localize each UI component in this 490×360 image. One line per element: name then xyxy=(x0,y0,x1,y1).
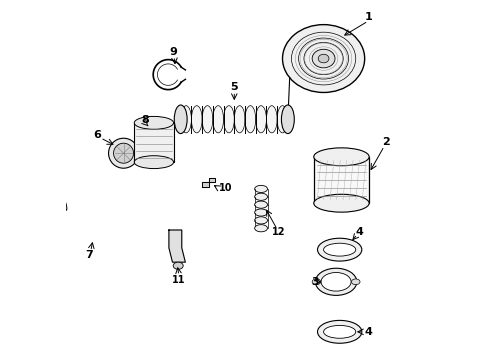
Ellipse shape xyxy=(318,320,362,343)
Ellipse shape xyxy=(323,325,356,338)
Ellipse shape xyxy=(255,225,268,232)
Ellipse shape xyxy=(234,106,245,133)
Ellipse shape xyxy=(267,106,277,133)
Text: 1: 1 xyxy=(365,13,372,22)
Ellipse shape xyxy=(283,24,365,93)
Ellipse shape xyxy=(321,273,351,291)
Ellipse shape xyxy=(316,268,357,296)
Text: 6: 6 xyxy=(93,130,100,140)
Ellipse shape xyxy=(255,217,268,224)
Ellipse shape xyxy=(181,106,192,133)
Ellipse shape xyxy=(245,106,256,133)
Ellipse shape xyxy=(223,106,234,133)
Ellipse shape xyxy=(134,116,173,129)
Bar xyxy=(314,157,369,203)
Ellipse shape xyxy=(134,156,173,168)
Bar xyxy=(134,123,173,162)
Ellipse shape xyxy=(114,143,134,163)
Ellipse shape xyxy=(314,148,369,166)
Text: 2: 2 xyxy=(382,138,390,148)
Text: 11: 11 xyxy=(172,275,186,285)
Ellipse shape xyxy=(255,209,268,216)
Ellipse shape xyxy=(174,105,187,134)
Ellipse shape xyxy=(255,185,268,193)
Ellipse shape xyxy=(318,238,362,261)
Text: 12: 12 xyxy=(272,227,286,237)
Ellipse shape xyxy=(312,279,321,285)
Ellipse shape xyxy=(173,262,183,269)
Text: 4: 4 xyxy=(364,327,372,337)
Ellipse shape xyxy=(312,49,335,68)
Ellipse shape xyxy=(314,194,369,212)
Ellipse shape xyxy=(192,106,202,133)
Ellipse shape xyxy=(256,106,267,133)
Ellipse shape xyxy=(202,106,213,133)
Bar xyxy=(28,192,67,221)
Ellipse shape xyxy=(59,192,67,210)
Ellipse shape xyxy=(27,203,35,221)
Ellipse shape xyxy=(213,106,223,133)
Text: 4: 4 xyxy=(355,227,363,237)
Text: 8: 8 xyxy=(141,115,149,125)
Ellipse shape xyxy=(351,279,360,285)
Ellipse shape xyxy=(255,193,268,201)
Text: 10: 10 xyxy=(219,183,232,193)
Text: 5: 5 xyxy=(230,82,238,92)
Text: 9: 9 xyxy=(170,47,177,57)
Text: 7: 7 xyxy=(86,250,94,260)
Polygon shape xyxy=(202,178,215,187)
Ellipse shape xyxy=(323,243,356,256)
Ellipse shape xyxy=(277,106,288,133)
Ellipse shape xyxy=(281,105,294,134)
Ellipse shape xyxy=(318,54,329,63)
Ellipse shape xyxy=(255,201,268,208)
Ellipse shape xyxy=(109,138,139,168)
Text: 3: 3 xyxy=(311,277,319,287)
Polygon shape xyxy=(169,230,185,262)
